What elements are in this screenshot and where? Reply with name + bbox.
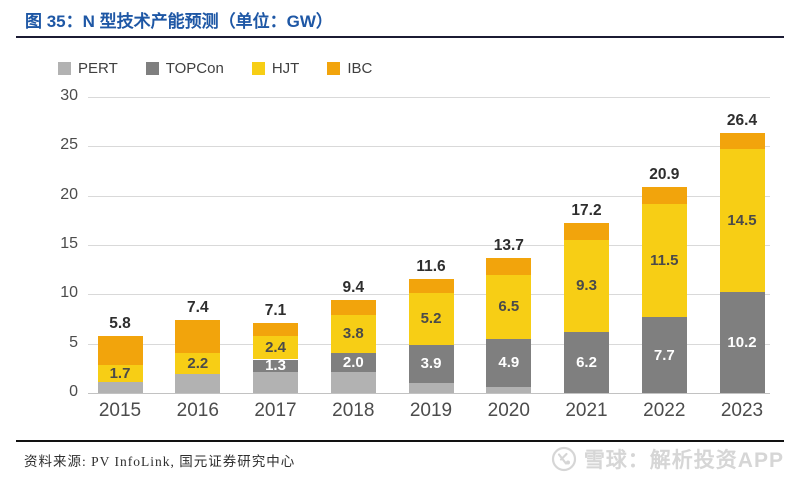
y-tick-label-20: 20 <box>60 185 78 203</box>
xueqiu-logo-icon <box>551 446 576 472</box>
legend-label-topcon: TOPCon <box>165 60 224 77</box>
source-note: 资料来源: PV InfoLink, 国元证券研究中心 <box>24 454 296 469</box>
footer-rule <box>16 440 784 442</box>
legend-swatch-pert <box>58 62 71 75</box>
bar-segment-pert-2018 <box>330 372 376 393</box>
bar-segment-hjt-2022: 11.5 <box>641 203 687 318</box>
legend-item-pert: PERT <box>58 60 118 77</box>
segment-label-hjt-2015: 1.7 <box>109 365 131 383</box>
bar-segment-ibc-2022 <box>641 186 687 204</box>
bar-segment-ibc-2018 <box>330 300 376 316</box>
bar-segment-topcon-2023: 10.2 <box>719 292 765 393</box>
legend-label-hjt: HJT <box>271 60 300 77</box>
segment-label-hjt-2023: 14.5 <box>727 212 757 230</box>
x-tick-label-2023: 2023 <box>720 400 764 421</box>
x-tick-label-2021: 2021 <box>565 400 608 421</box>
segment-label-hjt-2019: 5.2 <box>420 310 442 328</box>
bar-segment-topcon-2019: 3.9 <box>408 344 454 384</box>
x-tick-label-2016: 2016 <box>176 400 219 421</box>
legend-item-ibc: IBC <box>327 60 372 77</box>
gridline-15 <box>88 245 770 246</box>
segment-label-topcon-2018: 2.0 <box>342 353 364 371</box>
bar-segment-topcon-2020: 4.9 <box>486 338 532 387</box>
bar-segment-ibc-2020 <box>486 257 532 275</box>
bar-segment-hjt-2016: 2.2 <box>175 352 221 375</box>
gridline-20 <box>88 195 770 197</box>
segment-label-topcon-2020: 4.9 <box>498 354 520 372</box>
bar-segment-hjt-2019: 5.2 <box>408 293 454 345</box>
total-label-2019: 11.6 <box>416 257 446 275</box>
total-label-2020: 13.7 <box>493 236 524 254</box>
segment-label-hjt-2020: 6.5 <box>498 298 520 316</box>
segment-label-hjt-2021: 9.3 <box>576 277 597 295</box>
legend-label-pert: PERT <box>78 60 118 77</box>
watermark-text: 雪球：解析投资APP <box>583 449 784 472</box>
stacked-bar-chart: 0 5 10 15 20 25 30 1.7 5.8 2015 2.2 7.4 2016 1.3 2.4 7.… <box>60 87 770 421</box>
x-tick-label-2020: 2020 <box>487 400 530 421</box>
gridline-30 <box>88 97 770 98</box>
legend-item-topcon: TOPCon <box>145 60 224 77</box>
segment-label-hjt-2018: 3.8 <box>342 325 364 343</box>
total-label-2015: 5.8 <box>109 314 131 332</box>
title-underline <box>16 36 784 38</box>
total-label-2023: 26.4 <box>726 111 758 129</box>
segment-label-topcon-2023: 10.2 <box>727 334 757 352</box>
y-tick-label-0: 0 <box>69 383 78 400</box>
bar-segment-hjt-2021: 9.3 <box>564 240 609 332</box>
segment-label-topcon-2017: 1.3 <box>265 357 286 375</box>
x-axis-line <box>88 393 770 394</box>
bar-segment-hjt-2017: 2.4 <box>253 335 298 360</box>
bar-segment-hjt-2020: 6.5 <box>486 274 532 339</box>
y-tick-label-25: 25 <box>60 136 78 154</box>
figure-title: 图 35：N 型技术产能预测（单位：GW） <box>25 12 333 31</box>
bar-segment-hjt-2023: 14.5 <box>719 149 765 293</box>
total-label-2016: 7.4 <box>187 299 209 316</box>
total-label-2017: 7.1 <box>264 301 287 319</box>
bar-segment-hjt-2018: 3.8 <box>330 315 376 353</box>
y-tick-label-15: 15 <box>60 235 78 252</box>
bar-segment-pert-2019 <box>408 383 454 393</box>
bar-segment-topcon-2017: 1.3 <box>253 357 298 375</box>
bar-segment-hjt-2015: 1.7 <box>97 365 143 383</box>
legend-item-hjt: HJT <box>251 60 300 77</box>
x-tick-label-2015: 2015 <box>98 400 142 421</box>
legend-swatch-topcon <box>145 62 159 75</box>
segment-label-hjt-2016: 2.2 <box>187 354 209 372</box>
y-tick-label-10: 10 <box>60 284 78 302</box>
x-tick-label-2022: 2022 <box>643 400 686 421</box>
chart-legend: PERT TOPCon HJT IBC <box>58 60 372 77</box>
bar-segment-ibc-2017 <box>253 322 298 336</box>
bar-segment-ibc-2019 <box>408 278 454 294</box>
bar-segment-pert-2016 <box>175 374 221 393</box>
gridline-25 <box>88 146 770 148</box>
total-label-2018: 9.4 <box>342 279 365 297</box>
segment-label-topcon-2022: 7.7 <box>653 346 675 364</box>
x-tick-label-2019: 2019 <box>409 400 453 421</box>
segment-label-topcon-2021: 6.2 <box>576 353 597 371</box>
bar-segment-pert-2020 <box>486 387 532 393</box>
bar-segment-pert-2015 <box>97 382 143 393</box>
total-label-2021: 17.2 <box>571 202 602 220</box>
y-tick-label-30: 30 <box>60 87 78 104</box>
bar-segment-ibc-2015 <box>97 335 143 366</box>
bar-segment-pert-2017 <box>253 372 298 393</box>
bar-segment-topcon-2022: 7.7 <box>641 317 687 393</box>
bar-segment-ibc-2021 <box>564 223 609 241</box>
y-tick-label-5: 5 <box>69 333 78 351</box>
segment-label-topcon-2019: 3.9 <box>420 355 442 373</box>
bar-segment-topcon-2021: 6.2 <box>564 331 609 393</box>
watermark: 雪球：解析投资APP <box>551 444 784 474</box>
total-label-2022: 20.9 <box>649 165 680 183</box>
segment-label-hjt-2022: 11.5 <box>650 251 679 269</box>
segment-label-hjt-2017: 2.4 <box>265 339 286 357</box>
x-tick-label-2018: 2018 <box>332 400 375 421</box>
bar-segment-ibc-2023 <box>719 132 765 150</box>
bar-segment-ibc-2016 <box>175 320 221 353</box>
bar-segment-topcon-2018: 2.0 <box>330 352 376 373</box>
x-tick-label-2017: 2017 <box>254 400 297 421</box>
legend-swatch-hjt <box>251 62 265 75</box>
legend-swatch-ibc <box>327 62 341 75</box>
legend-label-ibc: IBC <box>347 60 373 77</box>
